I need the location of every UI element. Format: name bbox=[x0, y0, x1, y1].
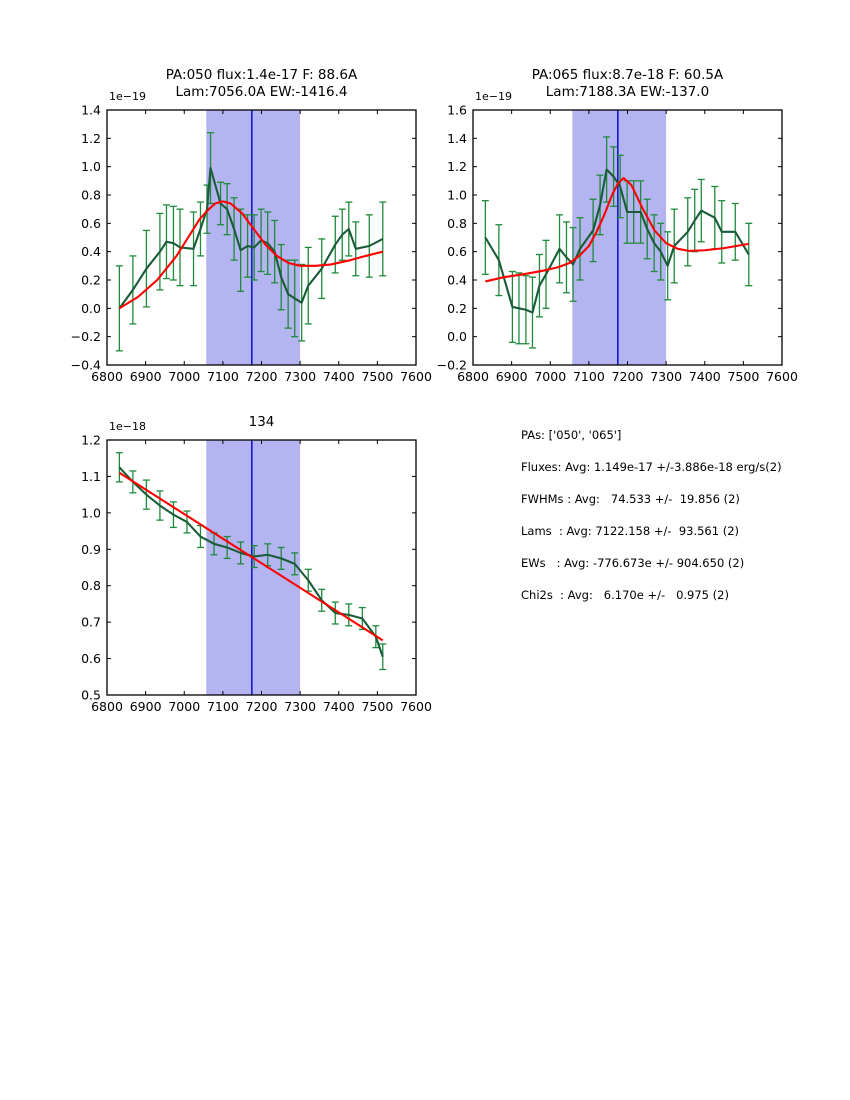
panel-pa065-y-offset-label: 1e−19 bbox=[475, 90, 512, 103]
svg-text:0.4: 0.4 bbox=[81, 244, 101, 259]
svg-text:1.0: 1.0 bbox=[81, 159, 101, 174]
svg-text:0.0: 0.0 bbox=[81, 301, 101, 316]
panel-combined-ticks: 6800 6900 7000 7100 7200 7300 7400 7500 7600 0.5 0… bbox=[81, 433, 432, 715]
svg-text:1.4: 1.4 bbox=[447, 131, 467, 146]
svg-text:7400: 7400 bbox=[323, 699, 355, 714]
svg-text:7200: 7200 bbox=[246, 369, 278, 384]
svg-text:0.6: 0.6 bbox=[81, 216, 101, 231]
panel-pa050-data-line bbox=[118, 167, 384, 309]
summary-line-chi2s: Chi2s : Avg: 6.170e +/- 0.975 (2) bbox=[521, 588, 729, 602]
chart-panel-pa050: PA:050 flux:1.4e-17 F: 88.6A Lam:7056.0A … bbox=[0, 60, 470, 390]
panel-pa050-y-offset-label: 1e−19 bbox=[109, 90, 146, 103]
summary-line-fwhms: FWHMs : Avg: 74.533 +/- 19.856 (2) bbox=[521, 492, 740, 506]
svg-text:7600: 7600 bbox=[400, 699, 432, 714]
svg-text:1.0: 1.0 bbox=[81, 505, 101, 520]
svg-text:6900: 6900 bbox=[496, 369, 528, 384]
chart-panel-pa065: PA:065 flux:8.7e-18 F: 60.5A Lam:7188.3A … bbox=[366, 60, 836, 390]
svg-text:7600: 7600 bbox=[766, 369, 798, 384]
panel-combined-title: 134 bbox=[249, 414, 275, 430]
svg-text:0.7: 0.7 bbox=[81, 615, 101, 630]
summary-text-block: PAs: ['050', '065'] Fluxes: Avg: 1.149e-… bbox=[521, 428, 841, 622]
svg-text:6800: 6800 bbox=[91, 699, 123, 714]
svg-text:0.9: 0.9 bbox=[81, 542, 101, 557]
svg-text:7400: 7400 bbox=[689, 369, 721, 384]
svg-text:7500: 7500 bbox=[361, 369, 393, 384]
svg-text:6800: 6800 bbox=[457, 369, 489, 384]
svg-text:0.5: 0.5 bbox=[81, 688, 101, 703]
svg-text:7200: 7200 bbox=[612, 369, 644, 384]
summary-line-lams: Lams : Avg: 7122.158 +/- 93.561 (2) bbox=[521, 524, 740, 538]
panel-pa050-highlight-band bbox=[206, 110, 301, 365]
svg-text:0.8: 0.8 bbox=[81, 578, 101, 593]
svg-text:6900: 6900 bbox=[130, 369, 162, 384]
panel-pa050-axes-frame bbox=[106, 109, 417, 366]
svg-text:0.8: 0.8 bbox=[447, 216, 467, 231]
summary-line-pas: PAs: ['050', '065'] bbox=[521, 428, 622, 442]
panel-pa050-title-line2: Lam:7056.0A EW:-1416.4 bbox=[176, 84, 348, 100]
svg-text:7400: 7400 bbox=[323, 369, 355, 384]
svg-text:7000: 7000 bbox=[168, 369, 200, 384]
panel-pa050-svg: PA:050 flux:1.4e-17 F: 88.6ALam:7056.0A … bbox=[71, 67, 432, 384]
svg-text:7100: 7100 bbox=[573, 369, 605, 384]
panel-combined-fit-line bbox=[118, 471, 384, 642]
svg-text:7300: 7300 bbox=[650, 369, 682, 384]
svg-text:0.6: 0.6 bbox=[81, 651, 101, 666]
svg-text:0.0: 0.0 bbox=[447, 329, 467, 344]
panel-pa065-svg: PA:065 flux:8.7e-18 F: 60.5ALam:7188.3A … bbox=[437, 67, 798, 385]
svg-text:1.2: 1.2 bbox=[81, 131, 101, 146]
svg-text:1.6: 1.6 bbox=[447, 103, 467, 118]
chart-panel-combined: 134 1e−18 6800 6900 7000 7100 7200 7300 7400 7500… bbox=[0, 390, 470, 720]
svg-text:0.6: 0.6 bbox=[447, 244, 467, 259]
panel-pa050-title-line1: PA:050 flux:1.4e-17 F: 88.6A bbox=[166, 67, 358, 83]
svg-text:1.0: 1.0 bbox=[447, 188, 467, 203]
svg-text:6900: 6900 bbox=[130, 699, 162, 714]
summary-line-fluxes: Fluxes: Avg: 1.149e-17 +/-3.886e-18 erg/… bbox=[521, 460, 782, 474]
summary-line-ews: EWs : Avg: -776.673e +/- 904.650 (2) bbox=[521, 556, 745, 570]
svg-text:7100: 7100 bbox=[207, 369, 239, 384]
svg-text:0.8: 0.8 bbox=[81, 188, 101, 203]
panel-pa065-axes-frame bbox=[472, 109, 783, 366]
svg-text:0.2: 0.2 bbox=[447, 301, 467, 316]
svg-text:7000: 7000 bbox=[534, 369, 566, 384]
svg-text:7500: 7500 bbox=[361, 699, 393, 714]
svg-text:7200: 7200 bbox=[246, 699, 278, 714]
panel-pa065-data-line bbox=[484, 168, 750, 314]
svg-text:1.2: 1.2 bbox=[447, 159, 467, 174]
svg-text:0.4: 0.4 bbox=[447, 273, 467, 288]
panel-combined-axes-frame bbox=[106, 439, 417, 696]
svg-text:1.2: 1.2 bbox=[81, 433, 101, 448]
panel-pa065-ticks: 6800 6900 7000 7100 7200 7300 7400 7500 7600 −0.2… bbox=[437, 103, 798, 385]
panel-combined-svg: 134 1e−18 6800 6900 7000 7100 7200 7300 7400 7500… bbox=[81, 414, 432, 715]
panel-combined-data-line bbox=[118, 466, 384, 658]
svg-text:6800: 6800 bbox=[91, 369, 123, 384]
svg-text:−0.2: −0.2 bbox=[71, 329, 101, 344]
svg-text:7100: 7100 bbox=[207, 699, 239, 714]
panel-pa065-title-line1: PA:065 flux:8.7e-18 F: 60.5A bbox=[532, 67, 724, 83]
panel-pa065-fit-line bbox=[485, 176, 749, 283]
svg-text:−0.2: −0.2 bbox=[437, 358, 467, 373]
svg-text:−0.4: −0.4 bbox=[71, 358, 101, 373]
svg-text:7300: 7300 bbox=[284, 699, 316, 714]
svg-text:7000: 7000 bbox=[168, 699, 200, 714]
svg-text:1.1: 1.1 bbox=[81, 469, 101, 484]
svg-text:1.4: 1.4 bbox=[81, 103, 101, 118]
panel-combined-y-offset-label: 1e−18 bbox=[109, 420, 146, 433]
svg-text:0.2: 0.2 bbox=[81, 273, 101, 288]
svg-text:7600: 7600 bbox=[400, 369, 432, 384]
svg-text:7300: 7300 bbox=[284, 369, 316, 384]
panel-pa065-title-line2: Lam:7188.3A EW:-137.0 bbox=[546, 84, 709, 100]
svg-text:7500: 7500 bbox=[727, 369, 759, 384]
panel-pa050-fit-line bbox=[118, 200, 384, 310]
